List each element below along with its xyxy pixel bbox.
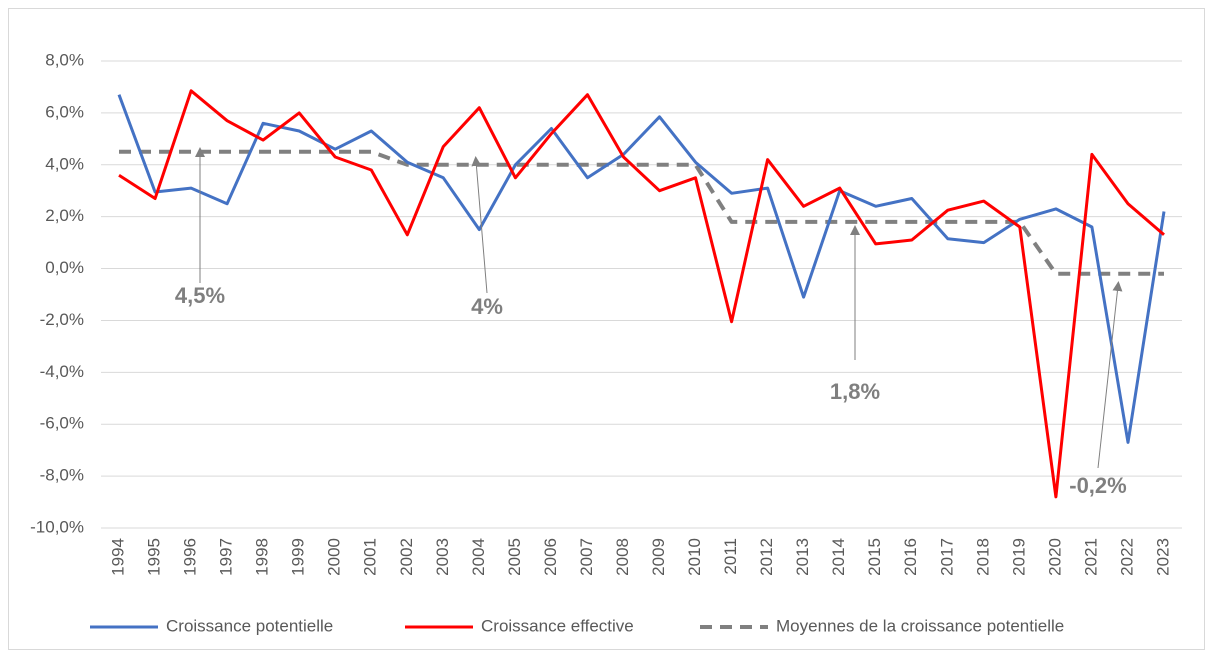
x-tick-label: 2008 <box>613 538 632 576</box>
chart-border <box>8 8 1205 650</box>
annotation: 4% <box>471 294 503 319</box>
y-tick-label: -2,0% <box>40 310 84 329</box>
x-tick-label: 2000 <box>325 538 344 576</box>
x-tick-label: 1999 <box>289 538 308 576</box>
line-series <box>117 94 1166 444</box>
annotation: -0,2% <box>1069 473 1126 498</box>
x-tick-label: 2015 <box>865 538 884 576</box>
y-tick-label: -8,0% <box>40 466 84 485</box>
x-tick-label: 2006 <box>541 538 560 576</box>
annotation-arrow <box>1097 281 1123 469</box>
line-series <box>118 89 1165 499</box>
x-tick-label: 2019 <box>1009 538 1028 576</box>
annotation-arrow <box>471 156 488 294</box>
y-tick-label: -4,0% <box>40 362 84 381</box>
y-tick-label: 8,0% <box>45 50 84 69</box>
annotation: 1,8% <box>830 379 880 404</box>
x-tick-label: 2005 <box>505 538 524 576</box>
annotation: 4,5% <box>175 283 225 308</box>
x-tick-label: 2021 <box>1081 538 1100 576</box>
legend-label: Croissance effective <box>481 616 634 635</box>
line-series <box>119 149 1164 276</box>
x-tick-label: 2017 <box>937 538 956 576</box>
x-tick-label: 2009 <box>649 538 668 576</box>
x-tick-label: 2016 <box>901 538 920 576</box>
y-tick-label: 4,0% <box>45 154 84 173</box>
legend-label: Moyennes de la croissance potentielle <box>776 616 1064 635</box>
x-tick-label: 1998 <box>253 538 272 576</box>
x-tick-label: 2003 <box>433 538 452 576</box>
x-tick-label: 2011 <box>721 538 740 575</box>
y-tick-label: 0,0% <box>45 258 84 277</box>
x-tick-label: 2001 <box>361 538 380 576</box>
x-tick-label: 2013 <box>793 538 812 576</box>
x-tick-label: 2007 <box>577 538 596 576</box>
x-tick-label: 2004 <box>469 538 488 576</box>
x-tick-label: 2022 <box>1117 538 1136 576</box>
y-tick-label: -10,0% <box>30 517 84 536</box>
x-tick-label: 1996 <box>181 538 200 576</box>
x-tick-label: 1994 <box>109 538 128 576</box>
y-tick-label: 6,0% <box>45 102 84 121</box>
y-tick-label: -6,0% <box>40 414 84 433</box>
x-tick-label: 2002 <box>397 538 416 576</box>
x-tick-label: 2012 <box>757 538 776 576</box>
x-tick-label: 1995 <box>145 538 164 576</box>
x-tick-label: 2014 <box>829 538 848 576</box>
y-tick-label: 2,0% <box>45 206 84 225</box>
x-tick-label: 2023 <box>1153 538 1172 576</box>
x-tick-label: 2018 <box>973 538 992 576</box>
x-tick-label: 2010 <box>685 538 704 576</box>
x-tick-label: 1997 <box>217 538 236 576</box>
x-tick-label: 2020 <box>1045 538 1064 576</box>
legend-label: Croissance potentielle <box>166 616 333 635</box>
